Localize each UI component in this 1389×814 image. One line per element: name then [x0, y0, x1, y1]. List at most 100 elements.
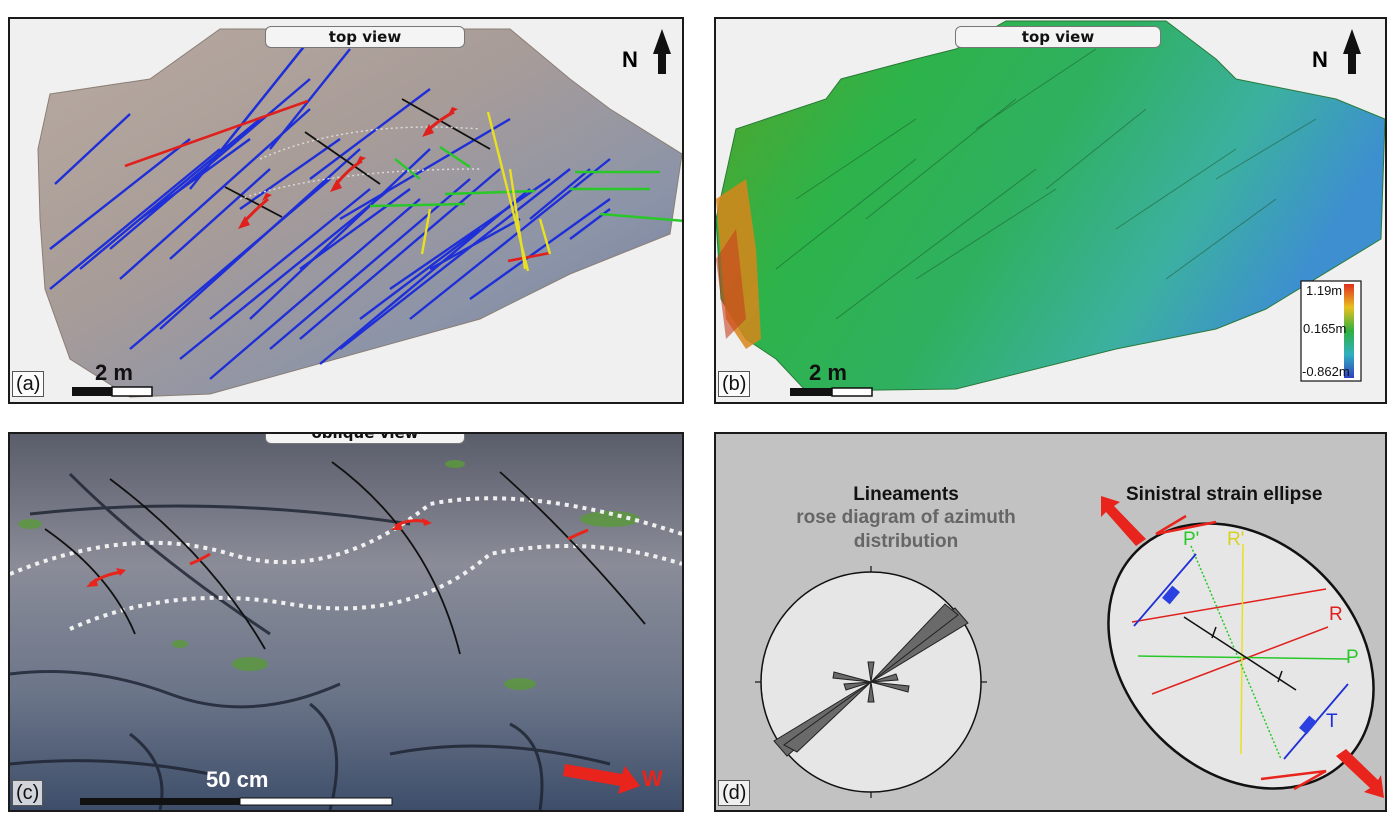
label-r-prime: R' [1227, 529, 1245, 550]
panel-c-oblique-photo: oblique view 50 cm W (c) [8, 432, 684, 812]
blue-fault-trace [299, 188, 411, 270]
blue-fault-trace [54, 113, 131, 185]
north-label-b: N [1312, 47, 1328, 72]
north-arrow-a [653, 29, 671, 74]
t-opening-upper [1162, 585, 1180, 605]
label-p-prime: P' [1183, 529, 1200, 550]
t-line-upper [1133, 553, 1197, 627]
moss-patches [18, 460, 640, 690]
scale-bar-white [239, 797, 393, 806]
rose-title: Lineaments [853, 484, 959, 505]
blue-fault-trace [429, 217, 521, 271]
oblique-photo [10, 434, 682, 810]
scale-bar-white [111, 386, 153, 397]
scale-bar-white [831, 387, 873, 397]
blue-fault-trace [49, 148, 221, 290]
scale-bar-black [72, 387, 112, 396]
extension-axis [1183, 616, 1297, 691]
blue-fault-trace [339, 117, 511, 221]
blue-fault-trace [139, 138, 251, 220]
dotted-fold-guides [239, 126, 481, 200]
label-t: T [1326, 711, 1338, 732]
view-label-b: top view [955, 26, 1161, 48]
scale-label-b: 2 m [809, 360, 847, 385]
rose-petal-minor-3 [870, 681, 910, 693]
panel-label-d: (d) [718, 780, 751, 806]
colorbar-mid-label: 0.165m [1303, 321, 1347, 336]
rose-subtitle: rose diagram of azimuth distribution [796, 507, 1016, 552]
fracture-texture [775, 48, 1317, 320]
shear-sense-lower [1260, 769, 1327, 791]
blue-fault-trace [249, 148, 431, 320]
r-prime-line [1240, 543, 1244, 755]
panel-d-interpretation: Lineaments rose diagram of azimuth distr… [714, 432, 1387, 812]
shear-arrow-se [1336, 749, 1384, 798]
blue-fault-trace [339, 168, 571, 350]
blue-fault-trace [169, 168, 271, 260]
strain-ellipse-diagram [1101, 496, 1384, 798]
yellow-fault-traces [420, 111, 552, 272]
rose-petal-minor-4 [832, 671, 872, 683]
panel-b-elevation-model: top view N 1.19m 0.165m -0.862m 2 m (b) [714, 17, 1387, 404]
blue-fault-trace [179, 188, 391, 360]
ellipse-title: Sinistral strain ellipse [1126, 484, 1323, 505]
blue-fault-trace [229, 38, 311, 140]
scale-label-a: 2 m [95, 360, 133, 385]
north-arrow-b [1343, 29, 1361, 74]
blue-fault-trace [49, 138, 191, 250]
green-fault-traces [369, 146, 682, 222]
blue-fault-trace [269, 178, 471, 350]
scale-bar-black [790, 388, 832, 396]
rose-petal-minor-5 [867, 661, 875, 683]
rose-petal-ne-2 [870, 603, 959, 683]
direction-label-c: W [642, 766, 663, 791]
scale-bar-black [80, 798, 240, 805]
shear-arrow-nw [1101, 496, 1146, 546]
view-label-a: top view [265, 26, 465, 48]
blue-fault-trace [359, 228, 481, 320]
label-r: R [1329, 604, 1343, 625]
view-label-c: oblique view [265, 434, 465, 444]
white-dotted-marker-lines [10, 496, 682, 631]
blue-fault-trace [129, 178, 331, 350]
fold-axis-traces [224, 98, 491, 218]
rose-petal-minor-2 [843, 681, 872, 691]
blue-fault-trace [79, 118, 261, 270]
blue-fault-trace [209, 198, 421, 380]
scale-label-c: 50 cm [206, 767, 269, 792]
colorbar-max-label: 1.19m [1306, 283, 1343, 298]
panel-label-a: (a) [12, 371, 45, 397]
blue-fault-trace [299, 168, 501, 340]
blue-fault-traces [49, 38, 611, 380]
label-p: P [1346, 647, 1359, 668]
dem-surface [716, 20, 1385, 392]
colorbar-min-label: -0.862m [1302, 364, 1350, 379]
p-line [1137, 655, 1349, 660]
rose-diagram [755, 566, 987, 798]
rose-petal-sw-2 [783, 681, 872, 753]
blue-fault-trace [469, 198, 611, 300]
west-direction-arrow [563, 764, 640, 794]
panel-label-c: (c) [12, 780, 44, 806]
elevation-map [716, 20, 1385, 397]
blue-fault-trace [269, 48, 351, 150]
panel-label-b: (b) [718, 371, 751, 397]
rock-cracks [10, 472, 611, 810]
p-prime-line [1190, 545, 1282, 760]
orthophoto-map [37, 28, 682, 398]
north-label-a: N [622, 47, 638, 72]
blue-fault-trace [529, 168, 591, 220]
shear-sense-upper [1155, 514, 1217, 536]
blue-fault-trace [209, 188, 371, 320]
interpretation-diagrams [755, 496, 1384, 798]
blue-fault-trace [409, 158, 611, 320]
panel-a-orthophoto: top view N 2 m (a) [8, 17, 684, 404]
blue-fault-trace [389, 178, 551, 290]
r-line [1131, 588, 1327, 623]
red-fault-traces [124, 99, 551, 263]
blue-fault-trace [239, 138, 341, 210]
rose-petal-minor-1 [870, 673, 899, 683]
t-opening-lower [1299, 715, 1317, 735]
rose-petal-minor-6 [867, 681, 875, 703]
colorbar-gradient [1344, 284, 1354, 378]
